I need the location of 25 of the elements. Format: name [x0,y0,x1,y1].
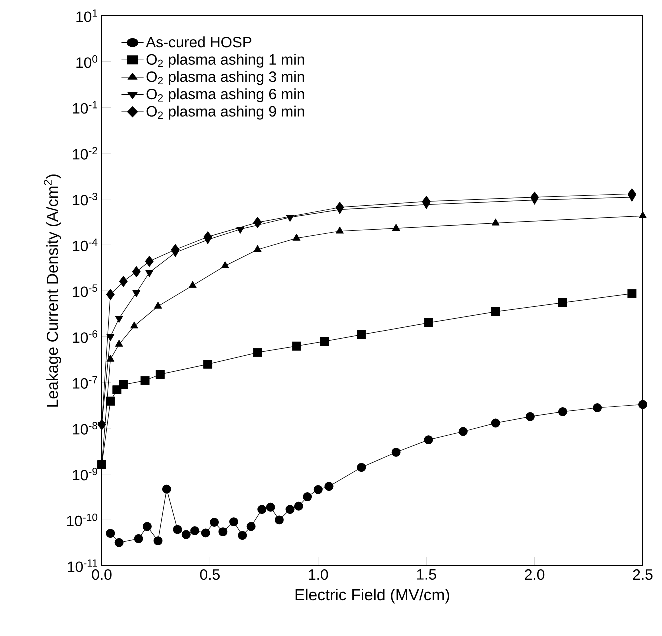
x-tick-label: 0.0 [92,570,112,580]
x-tick-label: 1.0 [309,570,328,580]
x-tick-label: 1.5 [417,570,436,580]
x-axis-title: Electric Field (MV/cm) [296,588,450,604]
y-tick-label: 10$^{-1}$ [73,101,98,114]
y-tick-label: 10$^{-2}$ [73,147,98,160]
y-tick-label: 10$^{-8}$ [73,422,98,435]
legend-label: O$_{2}$ plasma ashing 1 min [146,54,304,68]
y-tick-label: 10$^{-7}$ [73,376,98,389]
y-tick-label: 10$^{-9}$ [73,468,98,481]
x-tick-label: 2.0 [525,570,545,580]
y-tick-label: 10$^{-6}$ [73,330,98,344]
x-tick-label: 0.5 [200,570,220,580]
legend-label: As-cured HOSP [146,36,252,48]
y-tick-label: 10$^{-3}$ [73,193,98,206]
y-tick-label: 10$^{-5}$ [73,284,98,298]
legend-label: O$_{2}$ plasma ashing 9 min [146,106,304,120]
legend-label: O$_{2}$ plasma ashing 3 min [146,71,304,86]
y-axis-title: Leakage Current Density (A/cm$^{2}$) [44,174,62,407]
legend-label: O$_{2}$ plasma ashing 6 min [146,88,304,103]
y-tick-label: 10$^{0}$ [76,56,98,68]
x-tick-label: 2.5 [633,570,653,580]
y-tick-label: 10$^{1}$ [76,10,98,22]
y-tick-label: 10$^{-10}$ [67,514,98,526]
y-tick-label: 10$^{-4}$ [73,238,98,252]
